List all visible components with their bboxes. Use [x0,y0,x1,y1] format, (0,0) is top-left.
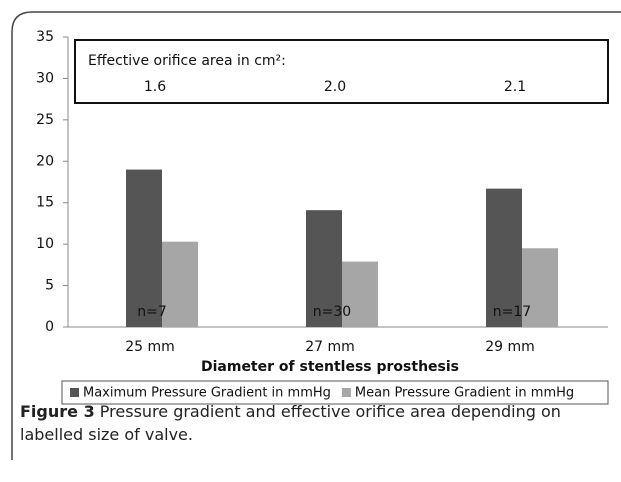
x-tick-label: 27 mm [305,339,355,355]
x-axis-title: Diameter of stentless prosthesis [201,359,459,375]
bar [486,188,522,327]
legend-box [61,380,609,405]
x-tick-label: 25 mm [125,339,175,355]
y-tick-label: 0 [45,319,54,335]
x-tick-label: 29 mm [485,339,535,355]
bar [522,248,558,327]
figure-border [11,11,621,460]
y-tick-label: 20 [36,153,54,169]
y-tick-label: 15 [36,195,54,211]
n-label: n=30 [313,304,351,320]
caption-label: Figure 3 [20,402,95,421]
annotation-label: 1.6 [144,79,166,95]
annotation-box [74,39,609,104]
bar [306,210,342,327]
y-tick-label: 5 [45,278,54,294]
legend-label: Maximum Pressure Gradient in mmHg [83,386,331,401]
legend-swatch [70,388,79,397]
annotation-label: 2.1 [504,79,526,95]
y-tick-label: 25 [36,112,54,128]
caption-text: Pressure gradient and effective orifice … [20,402,561,444]
y-tick-label: 35 [36,29,54,45]
caption: Figure 3 Pressure gradient and effective… [20,400,610,446]
annotation-title: Effective orifice area in cm²: [88,53,286,69]
y-tick-label: 10 [36,236,54,252]
y-tick-label: 30 [36,70,54,86]
legend-swatch [341,388,351,397]
n-label: n=17 [493,304,531,320]
bar [126,169,162,327]
bar [342,261,378,327]
n-label: n=7 [137,304,167,320]
legend-label: Mean Pressure Gradient in mmHg [355,386,574,401]
annotation-label: 2.0 [324,79,346,95]
bar [162,241,198,327]
